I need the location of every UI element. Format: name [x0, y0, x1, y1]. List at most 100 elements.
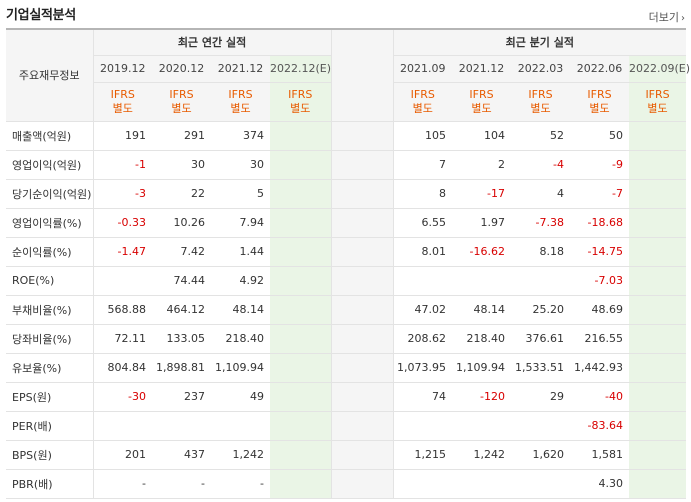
main-label-header: 주요재무정보 [6, 28, 93, 122]
column-gap [330, 324, 394, 354]
annual-value-cell: -1 [92, 150, 152, 180]
chevron-right-icon: › [681, 13, 685, 24]
quarter-value-cell [393, 266, 453, 296]
annual-period-header: 2020.12 [152, 55, 211, 83]
quarter-value-cell [629, 294, 687, 325]
annual-value-cell: 374 [211, 121, 270, 151]
annual-value-cell: 49 [211, 381, 270, 412]
quarter-value-cell: 1,242 [452, 440, 512, 470]
annual-value-cell: - [152, 469, 211, 499]
table-row: 순이익률(%) -1.47 7.42 1.44 8.01 -16.62 8.18 -14.75 [6, 237, 687, 267]
quarter-value-cell: 29 [511, 381, 571, 412]
quarter-value-cell: 216.55 [570, 324, 630, 354]
table-row: 유보율(%) 804.84 1,898.81 1,109.94 1,073.95 1,10… [6, 353, 687, 383]
quarter-value-cell: -7 [570, 179, 630, 209]
annual-value-cell: 1,109.94 [211, 353, 270, 383]
annual-value-cell [270, 237, 332, 267]
row-label: ROE(%) [6, 266, 93, 296]
more-label: 더보기 [648, 11, 679, 24]
table-row: 당좌비율(%) 72.11 133.05 218.40 208.62 218.40 376.… [6, 324, 687, 354]
quarter-value-cell: -17 [452, 179, 512, 209]
annual-value-cell: 30 [152, 150, 211, 180]
annual-value-cell [270, 150, 332, 180]
column-gap [330, 237, 394, 267]
quarter-value-cell: 6.55 [393, 207, 453, 238]
quarter-value-cell: 104 [452, 121, 512, 151]
quarter-value-cell [629, 207, 687, 238]
row-label: PBR(배) [6, 469, 93, 499]
quarter-value-cell: 208.62 [393, 324, 453, 354]
annual-value-cell: -3 [92, 179, 152, 209]
annual-group-header: 최근 연간 실적 [92, 28, 332, 56]
annual-value-cell [270, 324, 332, 354]
quarter-value-cell [629, 440, 687, 470]
quarter-period-header: 2022.03 [511, 55, 571, 83]
quarter-value-cell [629, 150, 687, 180]
quarter-value-cell: 1,581 [570, 440, 630, 470]
quarter-value-cell [629, 266, 687, 296]
table-row: 영업이익(억원) -1 30 30 7 2 -4 -9 [6, 150, 687, 180]
column-gap [330, 179, 394, 209]
quarter-value-cell: 218.40 [452, 324, 512, 354]
annual-value-cell: 1,898.81 [152, 353, 211, 383]
quarter-value-cell: 7 [393, 150, 453, 180]
quarter-value-cell: 4.30 [570, 469, 630, 499]
quarter-value-cell: 1,073.95 [393, 353, 453, 383]
annual-value-cell [270, 469, 332, 499]
quarter-value-cell: 1.97 [452, 207, 512, 238]
column-gap [330, 266, 394, 296]
table-row: 당기순이익(억원) -3 22 5 8 -17 4 -7 [6, 179, 687, 209]
annual-value-cell: 7.42 [152, 237, 211, 267]
quarter-value-cell [629, 324, 687, 354]
column-gap [330, 469, 394, 499]
quarter-value-cell: 8.18 [511, 237, 571, 267]
annual-value-cell [270, 266, 332, 296]
quarter-value-cell [452, 266, 512, 296]
annual-value-cell: 804.84 [92, 353, 152, 383]
quarter-value-cell: -14.75 [570, 237, 630, 267]
financial-table: 주요재무정보 최근 연간 실적 최근 분기 실적 2019.12 2020.12 2… [6, 28, 690, 499]
quarter-value-cell: -7.03 [570, 266, 630, 296]
annual-period-header: 2019.12 [92, 55, 152, 83]
annual-value-cell [92, 411, 152, 441]
quarter-value-cell: 47.02 [393, 294, 453, 325]
annual-value-cell: 74.44 [152, 266, 211, 296]
annual-value-cell: -1.47 [92, 237, 152, 267]
table-row: 매출액(억원) 191 291 374 105 104 52 50 [6, 121, 687, 151]
quarter-group-header: 최근 분기 실적 [393, 28, 687, 56]
row-label: PER(배) [6, 411, 93, 441]
quarter-value-cell: 4 [511, 179, 571, 209]
quarter-value-cell [511, 469, 571, 499]
quarter-value-cell: 376.61 [511, 324, 571, 354]
table-row: 영업이익률(%) -0.33 10.26 7.94 6.55 1.97 -7.38 -18.6… [6, 207, 687, 238]
quarter-value-cell: 50 [570, 121, 630, 151]
annual-value-cell: 218.40 [211, 324, 270, 354]
annual-value-cell [270, 121, 332, 151]
quarter-value-cell: 74 [393, 381, 453, 412]
quarter-value-cell [393, 411, 453, 441]
more-link[interactable]: 더보기 › [649, 9, 685, 25]
table-row: BPS(원) 201 437 1,242 1,215 1,242 1,620 1,581 [6, 440, 687, 470]
annual-ifrs-header: IFRS 별도 [211, 82, 270, 122]
quarter-value-cell: -7.38 [511, 207, 571, 238]
annual-value-cell: -0.33 [92, 207, 152, 238]
annual-value-cell: 237 [152, 381, 211, 412]
quarter-value-cell: -16.62 [452, 237, 512, 267]
quarter-value-cell [511, 266, 571, 296]
column-gap [330, 440, 394, 470]
annual-value-cell [211, 411, 270, 441]
annual-period-header: 2022.12(E) [270, 55, 331, 83]
annual-ifrs-header: IFRS 별도 [152, 82, 211, 122]
annual-value-cell: - [211, 469, 270, 499]
quarter-ifrs-header: IFRS 별도 [570, 82, 630, 122]
annual-value-cell: 5 [211, 179, 270, 209]
annual-value-cell: 133.05 [152, 324, 211, 354]
row-label: 순이익률(%) [6, 237, 93, 267]
row-label: 부채비율(%) [6, 294, 93, 325]
quarter-value-cell: -9 [570, 150, 630, 180]
quarter-value-cell [452, 411, 512, 441]
quarter-ifrs-header: IFRS 별도 [452, 82, 512, 122]
annual-value-cell: - [92, 469, 152, 499]
quarter-value-cell: 8 [393, 179, 453, 209]
annual-value-cell [270, 411, 332, 441]
